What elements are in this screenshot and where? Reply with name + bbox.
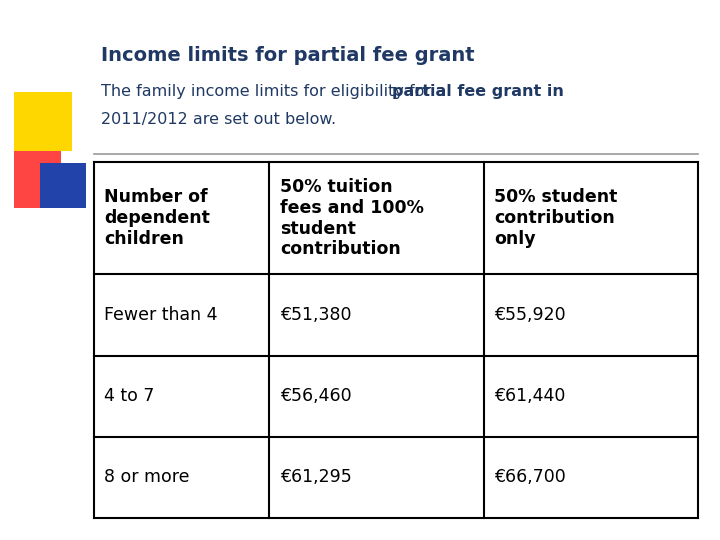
Text: €66,700: €66,700: [495, 468, 566, 487]
Text: The family income limits for eligibility for a: The family income limits for eligibility…: [101, 84, 451, 99]
Text: €51,380: €51,380: [280, 306, 351, 324]
Text: €61,295: €61,295: [280, 468, 351, 487]
Text: Income limits for partial fee grant: Income limits for partial fee grant: [101, 46, 474, 65]
Text: Fewer than 4: Fewer than 4: [104, 306, 218, 324]
Text: €61,440: €61,440: [495, 387, 566, 405]
Text: €55,920: €55,920: [495, 306, 566, 324]
Text: 4 to 7: 4 to 7: [104, 387, 155, 405]
Text: 50% student
contribution
only: 50% student contribution only: [495, 188, 618, 248]
Text: Number of
dependent
children: Number of dependent children: [104, 188, 210, 248]
Text: €56,460: €56,460: [280, 387, 351, 405]
Text: 2011/2012 are set out below.: 2011/2012 are set out below.: [101, 112, 336, 127]
Text: 50% tuition
fees and 100%
student
contribution: 50% tuition fees and 100% student contri…: [280, 178, 423, 258]
Text: 8 or more: 8 or more: [104, 468, 190, 487]
Text: partial fee grant in: partial fee grant in: [392, 84, 564, 99]
